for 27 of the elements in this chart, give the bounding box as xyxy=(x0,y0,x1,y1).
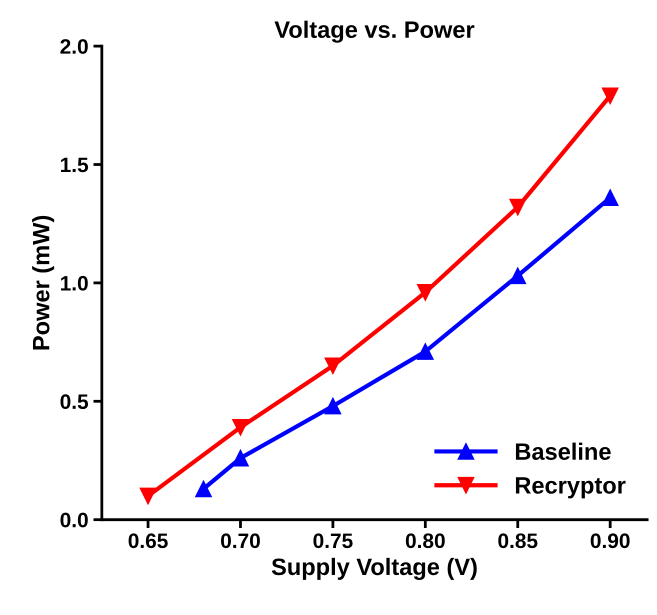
point xyxy=(416,343,434,360)
y-tick-label: 1.5 xyxy=(60,158,88,172)
point xyxy=(509,198,526,216)
point xyxy=(602,189,619,206)
point xyxy=(232,450,249,466)
y-tick-label: 2.0 xyxy=(60,39,88,54)
x-tick-label: 0.65 xyxy=(128,533,168,548)
x-tick-label: 0.90 xyxy=(590,533,630,548)
point xyxy=(324,357,342,374)
point xyxy=(140,488,156,504)
x-tick-label: 0.80 xyxy=(406,533,445,548)
point xyxy=(509,267,526,284)
y-tick-label: 0.5 xyxy=(60,394,88,410)
x-tick-label: 0.85 xyxy=(498,533,538,548)
y-axis-title: Power (mW) xyxy=(32,216,54,350)
point xyxy=(232,419,249,436)
point xyxy=(602,88,619,104)
legend-label: Baseline xyxy=(516,442,611,460)
x-tick-label: 0.75 xyxy=(313,533,353,548)
x-tick-label: 0.70 xyxy=(221,533,260,548)
y-tick-label: 0.0 xyxy=(60,512,88,528)
x-axis-title: Supply Voltage (V) xyxy=(272,558,477,580)
chart-title: Voltage vs. Power xyxy=(274,20,474,43)
y-tick-label: 1.0 xyxy=(60,276,88,291)
legend-label: Recryptor xyxy=(516,477,626,498)
point xyxy=(324,398,342,414)
point xyxy=(195,480,212,498)
